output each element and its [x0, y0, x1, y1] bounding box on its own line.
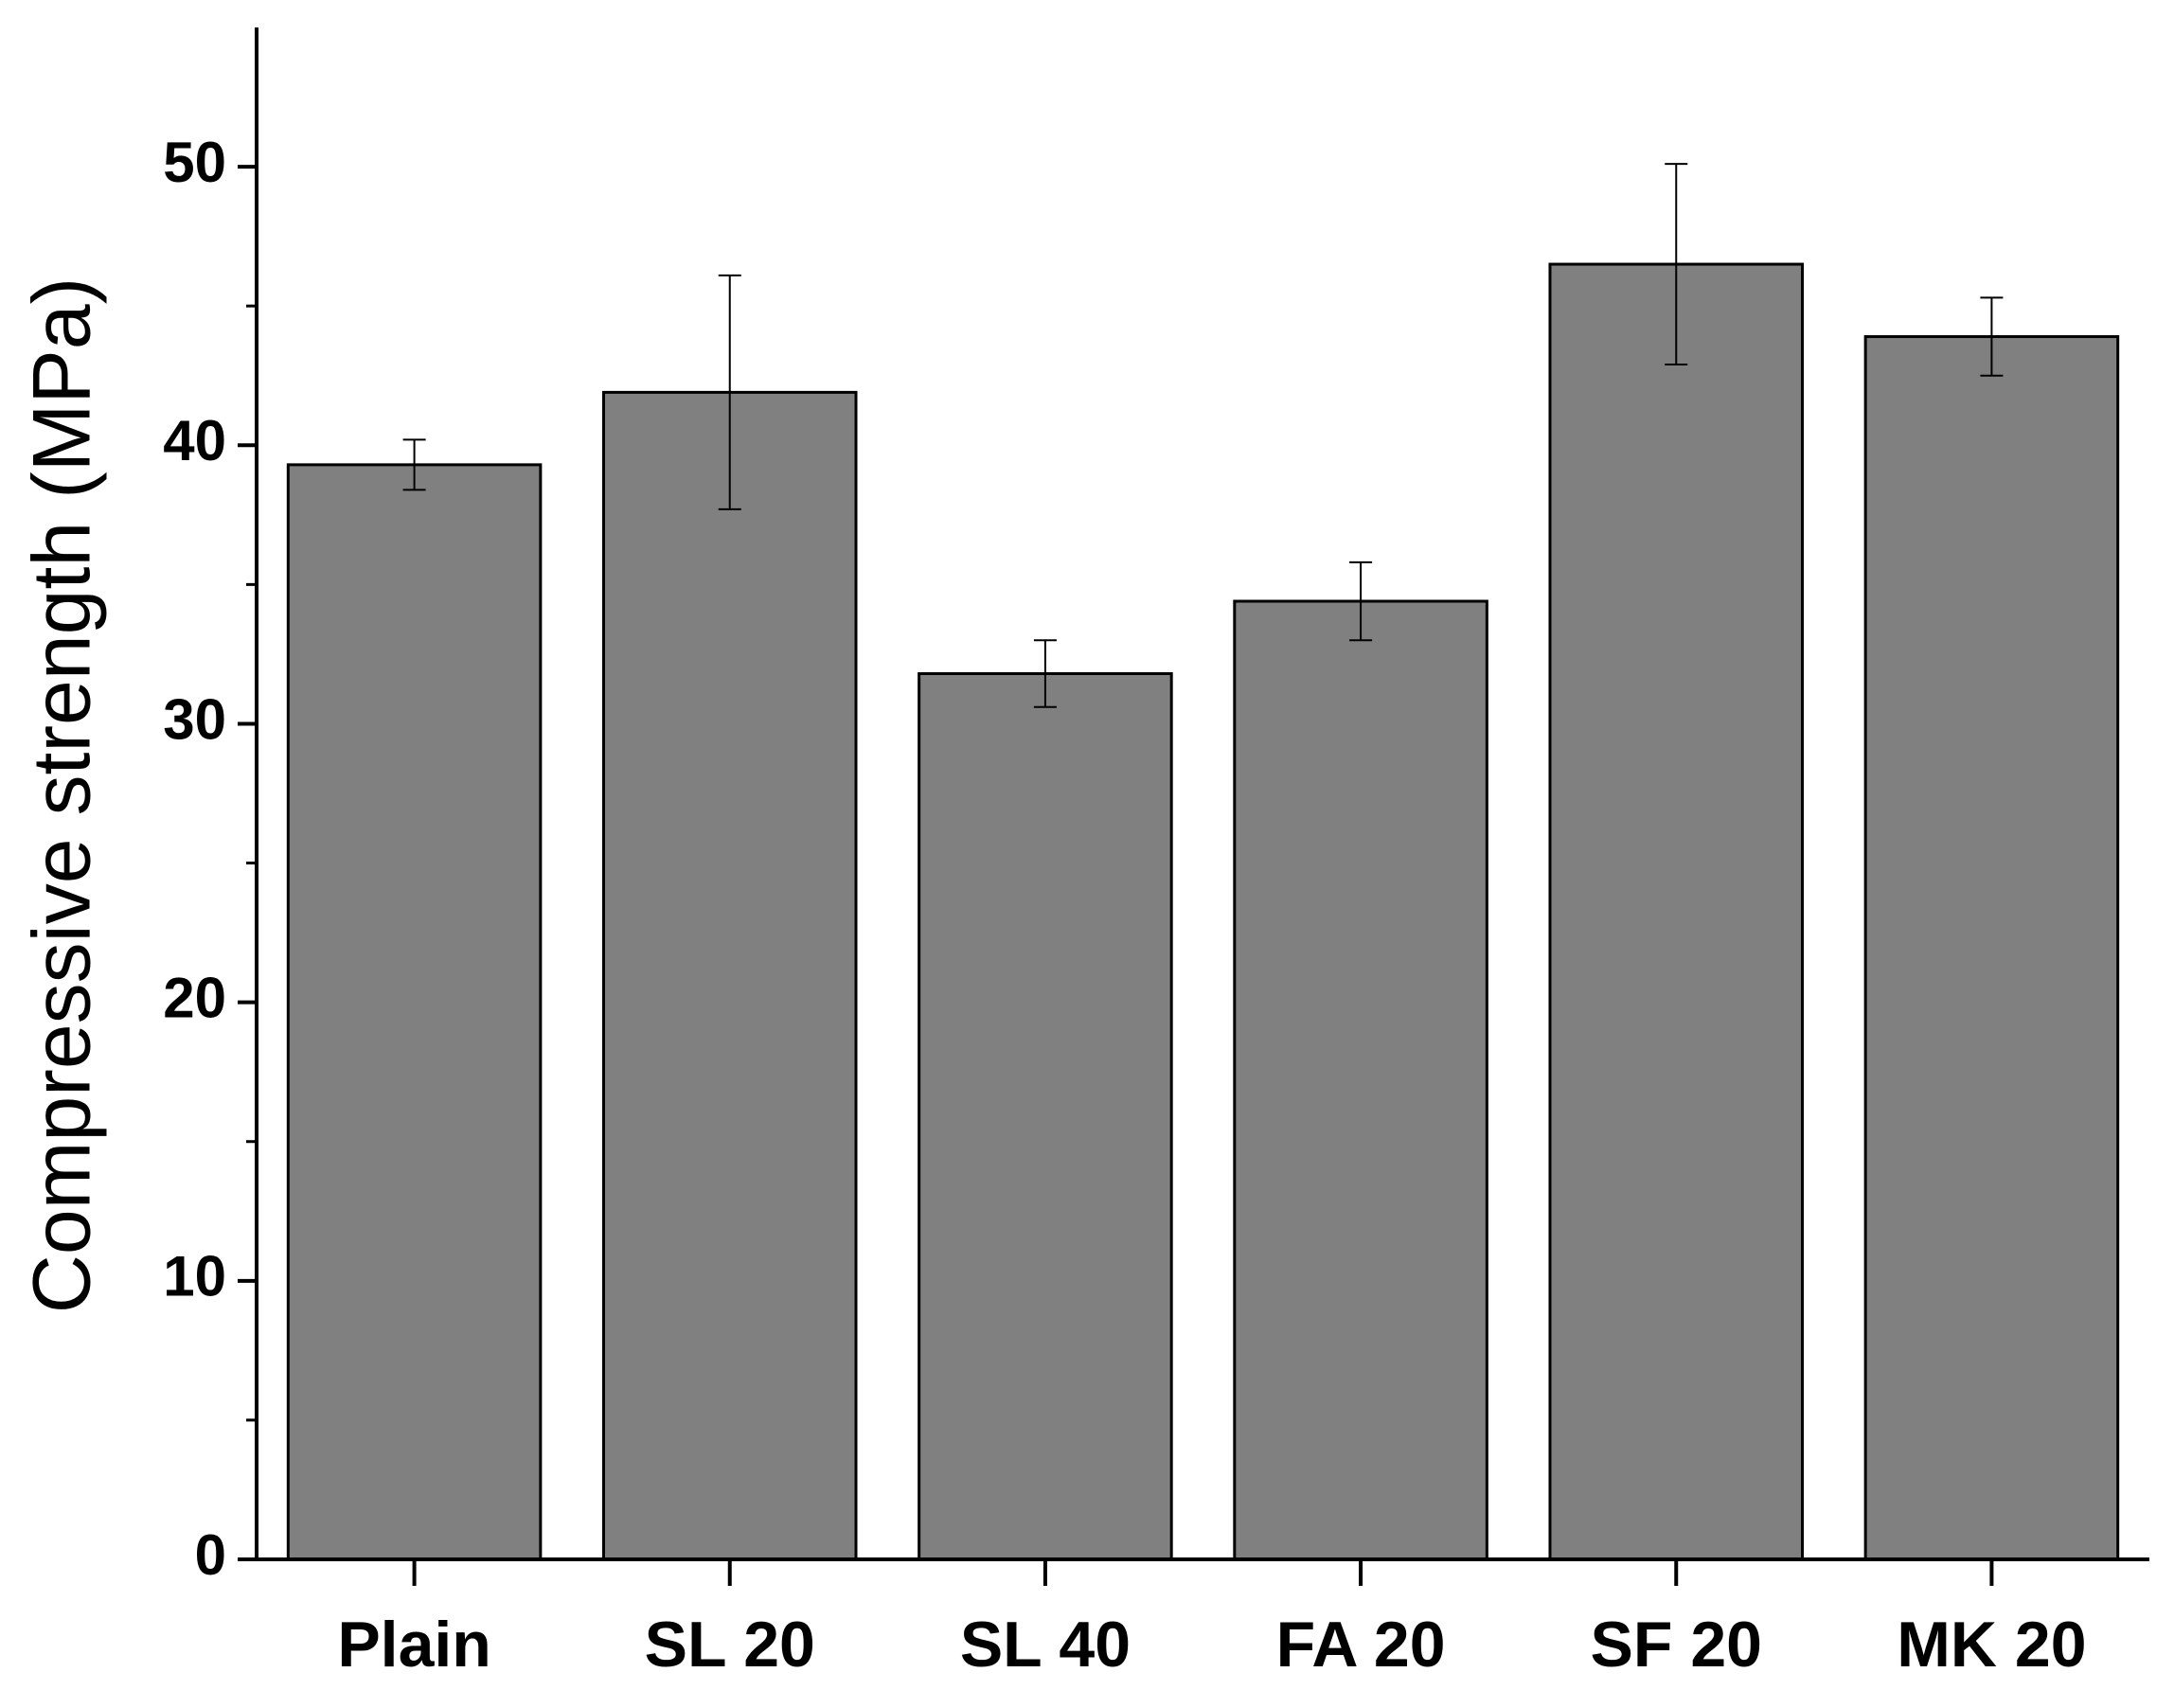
x-tick-label: SL 20 [645, 1609, 815, 1681]
error-bar [718, 274, 741, 510]
bar [601, 390, 858, 1561]
bar [1863, 335, 2120, 1561]
y-tick-label: 30 [163, 687, 226, 751]
y-tick-label: 40 [163, 409, 226, 472]
x-tick-label: MK 20 [1897, 1609, 2086, 1681]
error-bar [1349, 560, 1373, 642]
error-bar [402, 438, 426, 491]
x-tick-label: SL 40 [960, 1609, 1131, 1681]
bar [1233, 599, 1488, 1561]
x-tick-label: SF 20 [1591, 1609, 1762, 1681]
y-tick-label: 10 [163, 1245, 226, 1308]
bar [1548, 262, 1805, 1561]
error-bar [1033, 639, 1057, 708]
bar [918, 672, 1173, 1561]
error-bar [1980, 296, 2004, 377]
y-tick-label: 0 [195, 1523, 226, 1587]
y-axis-label: Compressive strength (MPa) [17, 277, 108, 1313]
error-bar [1665, 163, 1688, 365]
x-tick-label: FA 20 [1276, 1609, 1446, 1681]
x-tick-label: Plain [337, 1609, 491, 1681]
bar [286, 463, 543, 1561]
y-tick-label: 20 [163, 966, 226, 1029]
y-tick-label: 50 [163, 131, 226, 194]
